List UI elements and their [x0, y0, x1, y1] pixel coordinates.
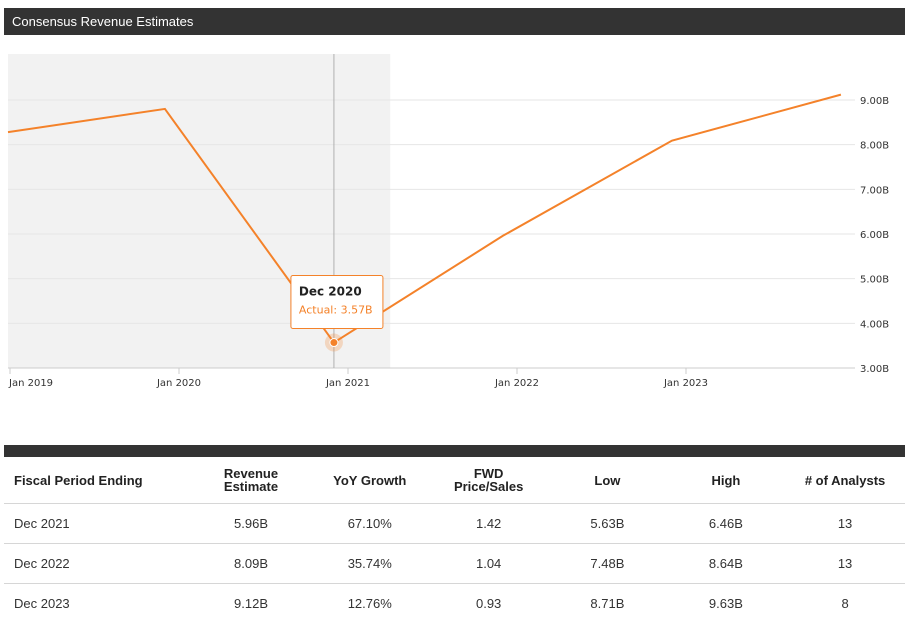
header-revenue-estimate[interactable]: Revenue Estimate [191, 457, 311, 504]
header-yoy-growth[interactable]: YoY Growth [310, 457, 430, 504]
tooltip: Dec 2020 Actual: 3.57B [290, 275, 384, 330]
x-tick-label: Jan 2019 [8, 378, 53, 389]
header-low[interactable]: Low [548, 457, 667, 504]
cell-yoy: 35.74% [310, 543, 430, 584]
x-tick-label: Jan 2023 [663, 378, 708, 389]
cell-analysts: 13 [785, 503, 905, 544]
estimates-table: Fiscal Period Ending Revenue Estimate Yo… [4, 457, 905, 623]
y-tick-label: 7.00B [860, 185, 889, 196]
cell-low: 7.48B [548, 543, 667, 584]
cell-low: 8.71B [590, 596, 625, 611]
cell-fwd-ps: 1.42 [429, 503, 549, 544]
cell-yoy: 67.10% [310, 503, 430, 544]
gridlines [8, 99, 855, 324]
cell-high: 9.63B [708, 596, 743, 611]
revenue-line-chart[interactable]: Jan 2019 Jan 2020 Jan 2021 Jan 2022 Jan 2023… [0, 40, 907, 400]
tooltip-box [290, 275, 384, 330]
series-points [324, 333, 343, 352]
header-fiscal-period[interactable]: Fiscal Period Ending [4, 457, 192, 504]
table-header-bar [4, 445, 905, 457]
cell-revenue: 8.09B [191, 543, 311, 584]
cell-period: Dec 2021 [4, 503, 192, 544]
y-tick-label: 3.00B [860, 364, 889, 375]
cell-high: 8.64B [666, 543, 786, 584]
tooltip-value: Actual: 3.57B [299, 304, 373, 317]
cell-fwd-ps: 1.04 [429, 543, 549, 584]
table-row: Dec 2023 9.12B 12.76% 0.93 8.71B 9.63B 8 [4, 584, 905, 623]
header-fwd-price-sales[interactable]: FWD Price/Sales [429, 457, 549, 504]
y-tick-label: 8.00B [860, 141, 889, 152]
cell-high: 6.46B [666, 503, 786, 544]
cell-period: Dec 2023 [14, 596, 70, 611]
x-tick-label: Jan 2021 [325, 378, 370, 389]
x-tick-label: Jan 2020 [156, 378, 201, 389]
x-axis-ticks: Jan 2019 Jan 2020 Jan 2021 Jan 2022 Jan 2023 [8, 368, 708, 389]
cell-low: 5.63B [548, 503, 667, 544]
cell-yoy: 12.76% [347, 596, 392, 611]
header-analysts[interactable]: # of Analysts [785, 457, 905, 504]
chart-title: Consensus Revenue Estimates [12, 14, 194, 29]
y-tick-label: 9.00B [860, 96, 889, 107]
highlight-point[interactable] [329, 338, 339, 348]
cell-analysts: 13 [785, 543, 905, 584]
table-row: Dec 2022 8.09B 35.74% 1.04 7.48B 8.64B 1… [4, 543, 905, 584]
y-tick-label: 5.00B [860, 275, 889, 286]
table-row: Dec 2021 5.96B 67.10% 1.42 5.63B 6.46B 1… [4, 503, 905, 544]
header-high[interactable]: High [666, 457, 786, 504]
x-tick-label: Jan 2022 [494, 378, 539, 389]
cell-analysts: 8 [841, 596, 849, 611]
chart-title-bar: Consensus Revenue Estimates [4, 8, 905, 35]
table-header-row: Fiscal Period Ending Revenue Estimate Yo… [4, 457, 905, 504]
cell-revenue: 9.12B [234, 596, 268, 611]
cell-revenue: 5.96B [191, 503, 311, 544]
y-tick-label: 4.00B [860, 319, 889, 330]
cell-fwd-ps: 0.93 [475, 596, 502, 611]
revenue-series-line[interactable] [7, 93, 842, 344]
tooltip-title: Dec 2020 [299, 285, 362, 299]
estimates-table-container: Fiscal Period Ending Revenue Estimate Yo… [4, 445, 905, 623]
y-axis-ticks: 3.00B 4.00B 5.00B 6.00B 7.00B 8.00B 9.00B [860, 96, 889, 375]
cell-period: Dec 2022 [4, 543, 192, 584]
y-tick-label: 6.00B [860, 230, 889, 241]
